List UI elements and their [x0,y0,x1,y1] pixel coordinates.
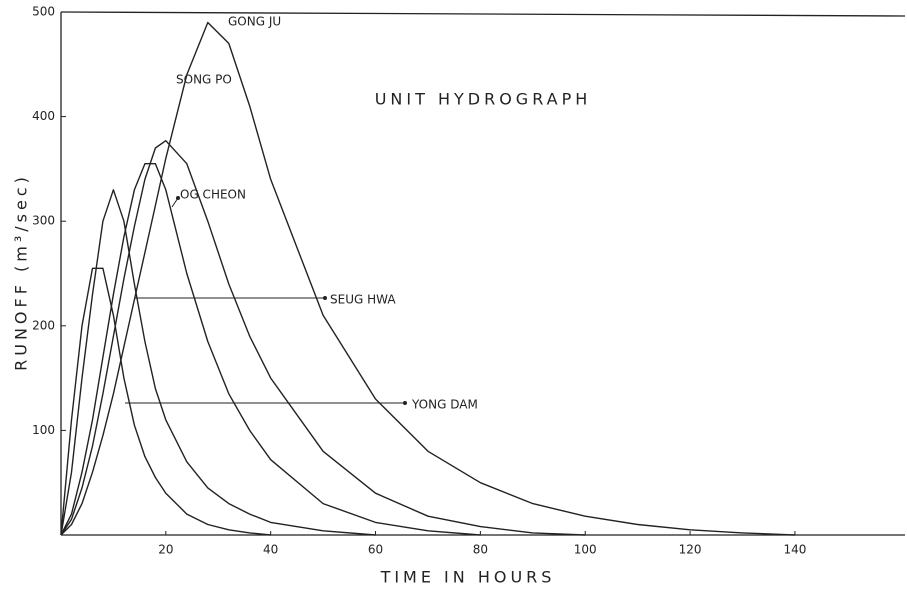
y-axis-label: RUNOFF (m³/sec) [12,173,31,371]
pointer-dot [176,196,180,200]
frame-top [60,11,906,17]
series-line [60,140,586,536]
series-label: YONG DAM [411,398,478,412]
x-tick-label: 40 [263,543,278,557]
x-tick-label: 120 [679,543,702,557]
x-axis-label: TIME IN HOURS [380,568,556,587]
series-line [60,163,481,536]
series-label: OG CHEON [180,188,246,202]
series-label: GONG JU [228,15,281,29]
pointer-dot [403,401,407,405]
y-tick-label: 100 [32,423,55,437]
series-line [60,21,795,536]
pointer-dot [323,296,327,300]
x-tick-label: 20 [158,543,173,557]
x-tick-label: 60 [368,543,383,557]
y-tick-label: 300 [32,214,55,228]
x-tick-label: 80 [473,543,488,557]
y-tick-label: 400 [32,109,55,123]
series-line [60,267,271,536]
series-label: SEUG HWA [330,293,396,307]
series-label: SONG PO [176,73,232,87]
y-tick-label: 500 [32,5,55,19]
y-tick-label: 200 [32,318,55,332]
chart-title: UNIT HYDROGRAPH [375,90,592,109]
x-tick-label: 100 [574,543,597,557]
series-line [60,189,376,536]
x-tick-label: 140 [783,543,806,557]
